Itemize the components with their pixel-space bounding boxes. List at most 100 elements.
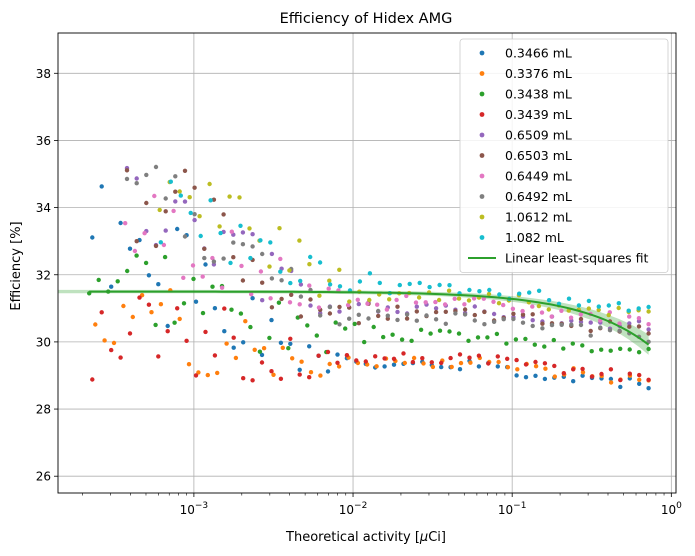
- data-point: [636, 316, 642, 321]
- data-point: [158, 240, 163, 245]
- data-point: [476, 353, 482, 358]
- data-point: [314, 333, 319, 338]
- data-point: [476, 364, 482, 369]
- data-point: [458, 360, 464, 366]
- data-point: [196, 370, 201, 375]
- data-point: [96, 277, 101, 283]
- data-point: [308, 254, 313, 260]
- data-point: [210, 255, 215, 261]
- data-point: [404, 293, 409, 299]
- data-point: [491, 319, 497, 324]
- data-point: [467, 355, 472, 360]
- series-6-points: [124, 168, 651, 336]
- legend-marker: [479, 173, 485, 179]
- data-point: [316, 305, 322, 310]
- data-point: [637, 377, 642, 382]
- data-point: [307, 344, 312, 349]
- data-point: [144, 172, 149, 178]
- data-point: [186, 362, 192, 367]
- legend-label: 0.6503 mL: [505, 148, 572, 163]
- data-point: [566, 296, 572, 301]
- x-tick-label: 10−3: [180, 501, 209, 517]
- data-point: [374, 364, 379, 369]
- data-point: [278, 376, 284, 381]
- data-point: [238, 311, 244, 316]
- data-point: [421, 361, 426, 366]
- data-point: [90, 235, 95, 240]
- legend-label: 1.082 mL: [505, 230, 564, 245]
- data-point: [278, 340, 284, 345]
- data-point: [447, 283, 452, 288]
- data-point: [333, 320, 338, 325]
- data-point: [248, 324, 253, 330]
- data-point: [198, 233, 203, 239]
- data-point: [278, 256, 283, 262]
- data-point: [407, 281, 412, 287]
- data-point: [472, 318, 477, 323]
- data-point: [210, 284, 215, 289]
- legend-entry: 0.3466 mL: [479, 46, 572, 61]
- data-point: [156, 282, 161, 287]
- data-point: [354, 358, 359, 363]
- data-point: [627, 314, 632, 319]
- data-point: [627, 347, 632, 352]
- data-point: [437, 328, 443, 333]
- legend-marker: [479, 91, 485, 97]
- data-point: [365, 301, 370, 306]
- data-point: [452, 296, 457, 301]
- data-point: [466, 338, 471, 343]
- data-point: [636, 350, 642, 355]
- data-point: [533, 359, 538, 365]
- data-point: [127, 246, 133, 251]
- legend-label: 0.3438 mL: [505, 87, 572, 102]
- data-point: [532, 342, 537, 347]
- data-point: [318, 373, 323, 378]
- data-point: [414, 318, 419, 323]
- data-point: [436, 297, 442, 303]
- data-point: [561, 371, 566, 376]
- data-point: [570, 341, 575, 346]
- data-point: [627, 371, 632, 376]
- data-point: [200, 274, 205, 279]
- data-point: [317, 293, 322, 298]
- data-point: [539, 310, 545, 315]
- data-point: [542, 376, 548, 382]
- data-point: [181, 275, 186, 280]
- data-point: [501, 317, 506, 322]
- legend-box: [459, 38, 669, 273]
- data-point: [430, 364, 436, 370]
- data-point: [362, 339, 367, 345]
- data-point: [401, 351, 406, 356]
- data-point: [212, 306, 218, 311]
- data-point: [268, 240, 273, 245]
- data-point: [137, 295, 142, 300]
- data-point: [249, 292, 254, 297]
- series-10-points: [158, 179, 651, 313]
- y-tick-label: 30: [36, 335, 51, 349]
- data-point: [404, 312, 410, 317]
- data-point: [382, 364, 387, 369]
- data-point: [175, 226, 180, 232]
- data-point: [571, 379, 576, 384]
- data-point: [326, 286, 331, 291]
- data-point: [118, 220, 123, 226]
- data-point: [125, 268, 130, 274]
- data-point: [382, 356, 387, 361]
- data-point: [536, 288, 542, 293]
- data-point: [134, 176, 139, 181]
- data-point: [327, 361, 332, 367]
- data-point: [149, 310, 154, 315]
- legend-entry: Linear least-squares fit: [468, 251, 649, 266]
- data-point: [417, 280, 422, 286]
- data-point: [589, 374, 595, 379]
- data-point: [385, 313, 390, 318]
- data-point: [260, 251, 265, 257]
- data-point: [142, 231, 147, 236]
- data-point: [646, 331, 651, 336]
- legend-label: 0.6509 mL: [505, 128, 572, 143]
- data-point: [165, 329, 170, 334]
- data-point: [381, 334, 386, 340]
- data-point: [152, 193, 157, 199]
- data-point: [335, 352, 340, 357]
- data-point: [504, 341, 509, 346]
